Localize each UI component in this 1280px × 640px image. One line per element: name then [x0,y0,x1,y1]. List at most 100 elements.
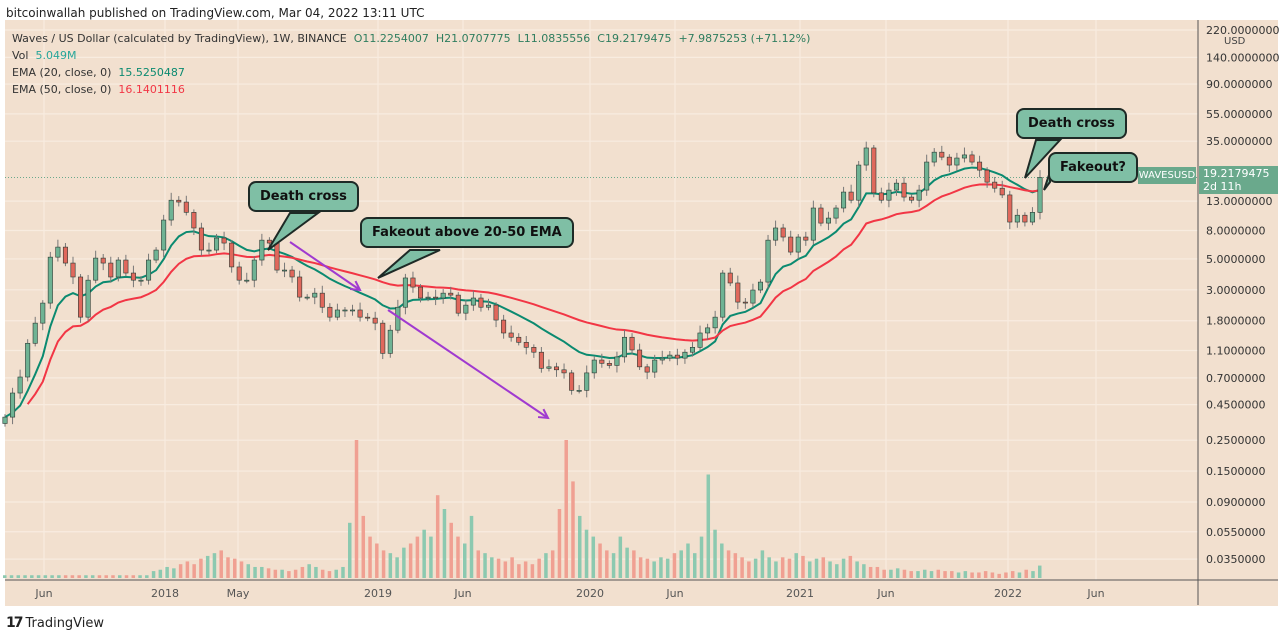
volume-bar [916,571,920,578]
candle-down [946,156,952,166]
volume-bar [205,555,210,578]
volume-bar [348,522,352,578]
candle-down [266,239,272,244]
candle-up [856,164,862,201]
volume-bar [693,553,697,578]
candle-up [757,281,763,291]
candle-down [788,236,794,253]
callout-death-cross-2022: Death cross [1016,108,1127,139]
volume-bar [977,572,981,578]
price-tick-label: 3.0000000 [1206,284,1266,297]
candle-up [893,182,899,191]
candle-up [720,272,726,318]
ticker-tag: WAVESUSD [1138,167,1196,184]
volume-bar [1038,565,1042,578]
volume-bar [591,536,596,578]
volume-bar [787,558,792,578]
volume-bar [679,550,683,578]
volume-bar [172,568,176,578]
ema20-value: 15.5250487 [118,66,185,79]
candle-up [652,359,658,373]
candle-up [55,246,61,258]
volume-bar [246,564,251,578]
candle-down [478,297,484,308]
volume-bar [97,575,102,578]
ema20-label: EMA (20, close, 0) [12,66,112,79]
volume-bar [327,571,332,578]
volume-bar [253,566,257,578]
candle-up [591,359,597,374]
candle-down [523,342,529,348]
price-tick-label: 1.8000000 [1206,315,1266,328]
candle-down [969,154,975,163]
candle-down [100,257,106,264]
volume-bar [131,575,136,578]
tradingview-logo[interactable]: 17 TradingView [6,615,104,631]
volume-bar [415,536,420,578]
volume-bar [983,571,988,578]
candle-up [614,356,620,366]
volume-bar [889,569,893,578]
price-tick-label: 140.0000000 [1206,51,1279,64]
volume-bar [307,564,311,578]
candle-down [516,336,522,343]
legend-close: C19.2179475 [597,32,672,45]
volume-bar [16,575,21,578]
volume-bar [178,564,183,578]
candle-down [780,227,786,238]
candle-down [508,332,514,338]
volume-bar [841,558,846,578]
candle-up [251,259,257,281]
candle-down [848,191,854,201]
candle-down [380,322,386,354]
legend-symbol: Waves / US Dollar (calculated by Trading… [12,32,347,45]
currency-label[interactable]: USD [1222,36,1248,48]
volume-bar [476,550,481,578]
candle-down [78,276,84,318]
candle-down [803,236,809,241]
candle-up [712,316,718,329]
volume-bar [909,571,913,578]
volume-bar [375,543,379,578]
price-tick-label: 0.0900000 [1206,496,1266,509]
volume-bar [598,543,602,578]
volume-bar [77,575,81,578]
candle-up [795,236,801,253]
volume-bar [950,571,954,578]
price-tick-label: 8.0000000 [1206,224,1266,237]
candle-down [599,359,605,364]
candle-up [470,297,476,306]
callout-death-cross-2018: Death cross [248,181,359,212]
volume-bar [368,536,372,578]
candle-down [674,354,680,359]
time-tick-label: Jun [34,587,52,600]
candle-down [531,347,537,353]
tradingview-brand: TradingView [25,615,105,631]
volume-bar [794,553,798,578]
volume-bar [118,575,122,578]
candle-down [123,259,129,274]
volume-bar [90,575,95,578]
volume-bar [503,561,508,578]
volume-bar [780,557,785,578]
candle-down [939,151,945,158]
vol-label: Vol [12,49,29,62]
time-tick-label: Jun [453,587,471,600]
candle-up [886,189,892,201]
candle-down [901,182,907,198]
volume-bar [408,543,413,578]
candle-down [992,181,998,189]
volume-bar [63,575,68,578]
candle-down [977,161,983,171]
volume-bar [740,557,744,578]
volume-bar [435,495,440,578]
price-tick-label: 0.7000000 [1206,372,1266,385]
volume-bar [280,569,284,578]
candle-up [312,292,318,298]
volume-bar [537,558,541,578]
candle-up [47,256,53,304]
volume-bar [672,553,677,578]
volume-bar [314,566,318,578]
time-tick-label: Jun [876,587,894,600]
volume-bar [963,571,968,578]
